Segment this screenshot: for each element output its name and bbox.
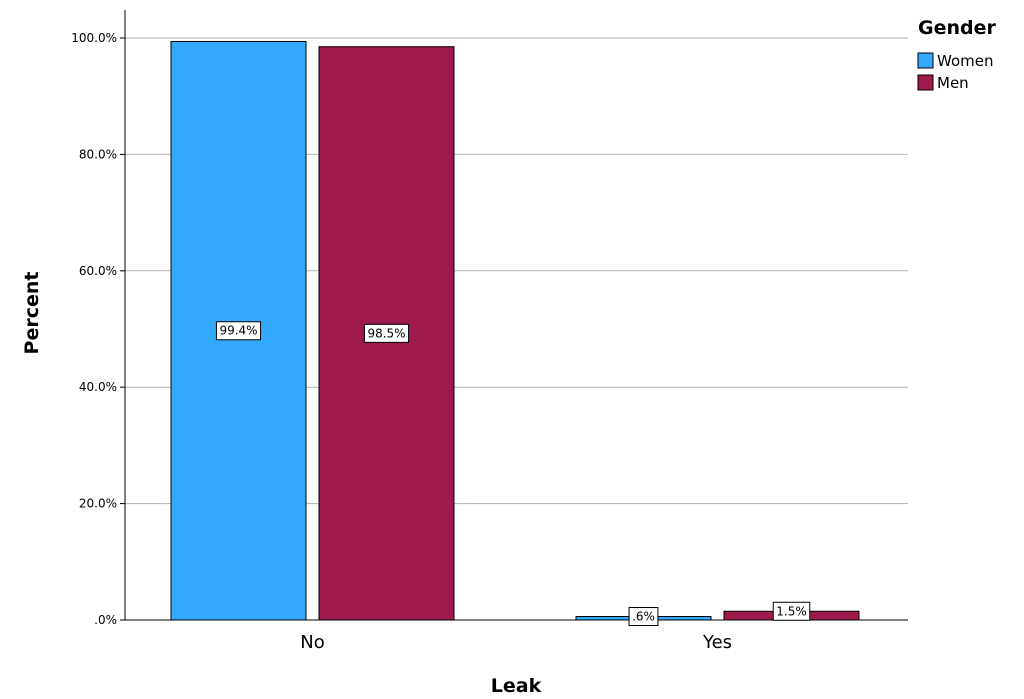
legend-swatch-women	[917, 52, 934, 69]
legend-swatch-men	[917, 74, 934, 91]
legend: Gender Women Men	[917, 17, 996, 92]
y-tick-label: 60.0%	[79, 264, 117, 278]
x-category-label: Yes	[702, 632, 732, 653]
y-tick-label: 80.0%	[79, 147, 117, 161]
y-axis-title: Percent	[21, 272, 43, 355]
y-tick-labels: .0% 20.0% 40.0% 60.0% 80.0% 100.0%	[71, 31, 125, 627]
bars	[170, 40, 860, 621]
data-labels: 99.4% 98.5% .6% 1.5%	[215, 321, 811, 627]
y-tick-label: 40.0%	[79, 380, 117, 394]
data-label-box	[215, 321, 262, 341]
data-label-box	[628, 607, 659, 627]
x-category-labels: No Yes	[300, 632, 732, 653]
data-label-box	[772, 601, 811, 621]
x-axis-title: Leak	[491, 675, 542, 697]
y-tick-label: .0%	[94, 613, 117, 627]
data-label: .6%	[632, 610, 655, 624]
y-tick-label: 20.0%	[79, 497, 117, 511]
data-label: 99.4%	[219, 324, 257, 338]
data-label-box	[363, 323, 410, 343]
x-category-label: No	[300, 632, 324, 653]
data-label: 98.5%	[367, 326, 405, 340]
legend-title: Gender	[918, 17, 996, 39]
legend-label-women: Women	[937, 52, 993, 70]
legend-label-men: Men	[937, 74, 969, 92]
data-label: 1.5%	[776, 604, 807, 618]
y-tick-label: 100.0%	[71, 31, 117, 45]
